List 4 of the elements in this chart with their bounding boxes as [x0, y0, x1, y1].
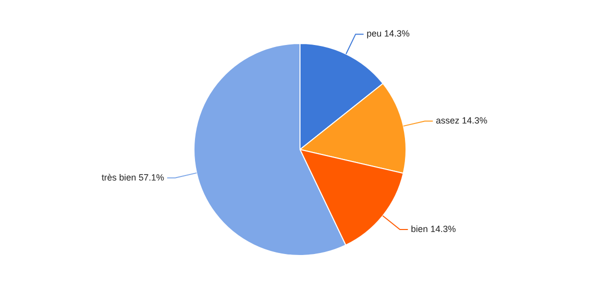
slice-label: peu 14.3% [366, 28, 410, 39]
slice-label: très bien 57.1% [102, 172, 164, 182]
slice-label: assez 14.3% [436, 116, 488, 126]
slice-label: bien 14.3% [410, 224, 456, 234]
